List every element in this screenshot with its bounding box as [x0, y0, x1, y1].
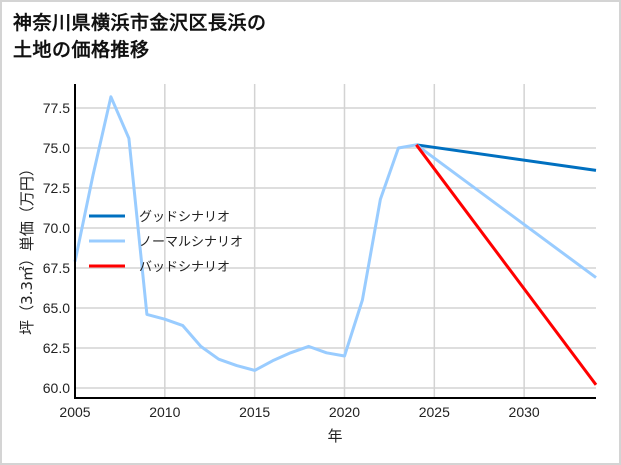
x-tick-label: 2025	[419, 404, 450, 420]
legend-label: ノーマルシナリオ	[139, 235, 243, 250]
chart-title-line2: 土地の価格推移	[13, 39, 150, 61]
x-tick-label: 2010	[149, 404, 180, 420]
data-series	[73, 95, 598, 386]
legend-label: バッドシナリオ	[139, 260, 230, 275]
series-line	[73, 95, 597, 372]
y-tick-label: 70.0	[43, 220, 70, 236]
grid-lines	[75, 84, 596, 398]
x-axis-label: 年	[327, 427, 342, 445]
chart-title-line1: 神奈川県横浜市金沢区長浜の	[13, 12, 267, 34]
y-axis-label: 坪（3.3㎡）単価（万円）	[18, 161, 36, 335]
x-tick-label: 2015	[239, 404, 270, 420]
chart-title: 神奈川県横浜市金沢区長浜の 土地の価格推移	[13, 10, 267, 64]
y-tick-label: 77.5	[43, 100, 70, 116]
axes: 60.0 62.5 65.0 67.5 70.0 72.5 75.0 77.5 2005 2010…	[43, 84, 596, 420]
y-tick-label: 65.0	[43, 300, 70, 316]
x-tick-label: 2030	[509, 404, 540, 420]
x-tick-label: 2005	[59, 404, 90, 420]
y-tick-label: 72.5	[43, 180, 70, 196]
x-tick-label: 2020	[329, 404, 360, 420]
series-line	[416, 143, 597, 172]
series-line	[415, 143, 598, 386]
y-tick-label: 67.5	[43, 260, 70, 276]
legend-label: グッドシナリオ	[139, 210, 230, 225]
y-tick-label: 60.0	[43, 380, 70, 396]
y-tick-label: 62.5	[43, 340, 70, 356]
y-tick-label: 75.0	[43, 140, 70, 156]
